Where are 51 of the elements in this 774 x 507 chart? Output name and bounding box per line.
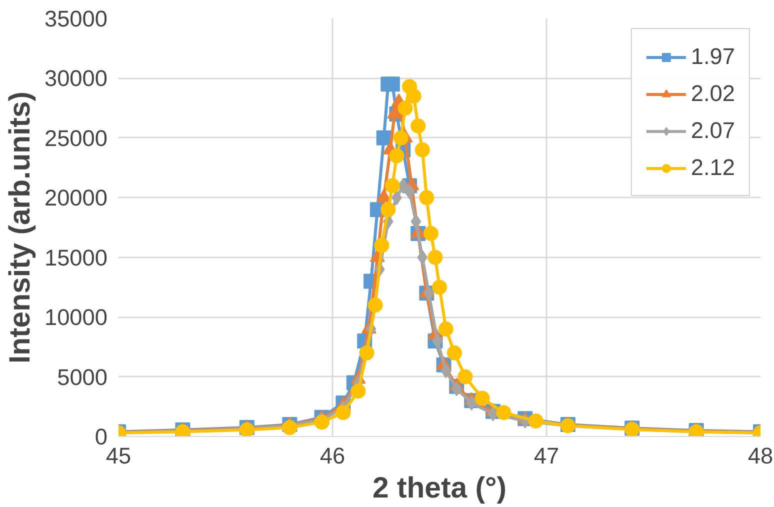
y-tick-label: 15000 bbox=[44, 244, 108, 270]
x-tick-label: 45 bbox=[106, 442, 132, 468]
point bbox=[350, 384, 366, 399]
y-tick-label: 5000 bbox=[57, 364, 108, 390]
y-tick-label: 10000 bbox=[44, 304, 108, 330]
point bbox=[359, 345, 374, 360]
point bbox=[423, 226, 438, 241]
point bbox=[368, 298, 383, 313]
y-tick-label: 35000 bbox=[44, 6, 108, 32]
point bbox=[384, 76, 400, 92]
y-axis-title: Intensity (arb.units) bbox=[4, 91, 36, 364]
x-axis-title: 2 theta (°) bbox=[372, 472, 506, 504]
point bbox=[384, 178, 400, 194]
point bbox=[496, 405, 512, 420]
point bbox=[393, 130, 408, 146]
point bbox=[282, 420, 298, 436]
point bbox=[398, 100, 413, 116]
point bbox=[398, 178, 408, 194]
point bbox=[438, 322, 454, 336]
point bbox=[380, 202, 396, 218]
y-tick-label: 30000 bbox=[44, 65, 108, 92]
y-tick-label: 20000 bbox=[44, 184, 108, 211]
point bbox=[389, 148, 404, 164]
point bbox=[406, 88, 422, 104]
y-tick-label: 25000 bbox=[44, 124, 108, 151]
point bbox=[528, 413, 544, 428]
legend-label: 2.02 bbox=[690, 80, 735, 107]
point bbox=[314, 414, 330, 430]
point bbox=[376, 130, 392, 146]
y-tick-label: 0 bbox=[94, 424, 108, 450]
point bbox=[410, 214, 422, 230]
x-tick-label: 48 bbox=[748, 442, 774, 468]
legend-label: 1.97 bbox=[690, 43, 735, 70]
point bbox=[458, 369, 473, 384]
point bbox=[428, 250, 443, 265]
point bbox=[404, 184, 415, 200]
legend-label: 2.07 bbox=[690, 117, 735, 144]
point bbox=[432, 333, 443, 348]
point bbox=[432, 280, 447, 295]
x-tick-label: 47 bbox=[534, 442, 560, 468]
point bbox=[410, 118, 426, 134]
point bbox=[336, 405, 351, 420]
point bbox=[446, 345, 462, 360]
point bbox=[417, 250, 428, 265]
point bbox=[419, 190, 434, 206]
legend-label: 2.12 bbox=[690, 154, 735, 181]
point bbox=[414, 142, 430, 158]
point bbox=[374, 238, 390, 253]
x-tick-label: 46 bbox=[320, 442, 346, 468]
point bbox=[440, 363, 452, 378]
point bbox=[474, 390, 490, 406]
